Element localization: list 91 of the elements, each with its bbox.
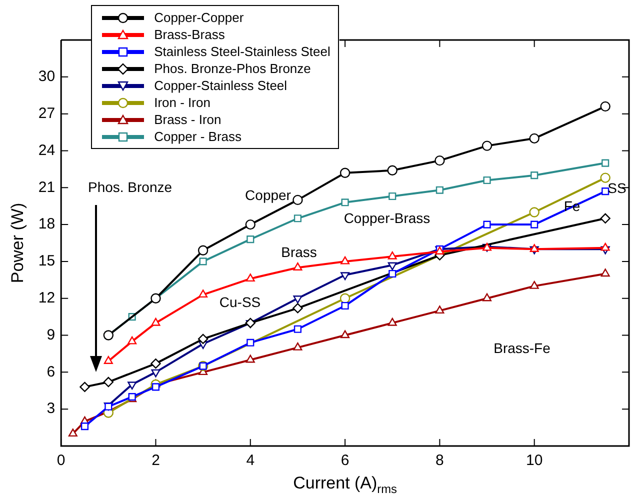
point bbox=[387, 165, 398, 176]
point bbox=[600, 213, 610, 224]
y-tick-label: 27 bbox=[38, 104, 56, 122]
point bbox=[529, 207, 540, 218]
y-tick-label: 15 bbox=[38, 252, 56, 270]
point bbox=[341, 198, 349, 206]
point bbox=[434, 155, 445, 166]
point bbox=[436, 186, 444, 194]
point bbox=[151, 369, 160, 378]
point bbox=[80, 422, 89, 430]
point bbox=[388, 318, 397, 326]
y-tick-label: 21 bbox=[38, 178, 56, 196]
x-tick-label: 0 bbox=[56, 452, 66, 470]
point bbox=[340, 330, 350, 338]
x-tick-label: 6 bbox=[340, 452, 350, 470]
point bbox=[341, 302, 349, 310]
point bbox=[530, 280, 539, 289]
legend-label: Phos. Bronze-Phos Bronze bbox=[154, 60, 311, 77]
point bbox=[198, 334, 208, 344]
point bbox=[246, 338, 254, 346]
point bbox=[150, 358, 161, 369]
point bbox=[435, 306, 444, 314]
point bbox=[294, 325, 302, 333]
point bbox=[482, 140, 492, 151]
point bbox=[80, 382, 90, 392]
y-tick-label: 30 bbox=[38, 68, 56, 86]
x-tick-label: 4 bbox=[246, 452, 255, 470]
y-tick-label: 24 bbox=[38, 142, 56, 159]
point bbox=[199, 258, 207, 266]
point bbox=[388, 251, 397, 260]
point bbox=[68, 428, 78, 437]
point bbox=[600, 268, 610, 277]
annotation: SS bbox=[608, 180, 626, 196]
x-tick-label: 10 bbox=[526, 452, 543, 470]
point bbox=[292, 194, 303, 206]
point bbox=[294, 214, 302, 222]
annotation: Phos. Bronze bbox=[88, 178, 172, 195]
point bbox=[530, 220, 538, 228]
point bbox=[246, 354, 255, 363]
point bbox=[198, 245, 208, 256]
point bbox=[529, 133, 540, 144]
legend-label: Stainless Steel-Stainless Steel bbox=[154, 43, 330, 60]
point bbox=[152, 383, 160, 391]
point bbox=[600, 101, 610, 112]
annotation: Cu-SS bbox=[219, 294, 261, 310]
point bbox=[293, 342, 302, 350]
point bbox=[388, 192, 396, 200]
x-tick-label: 2 bbox=[152, 452, 160, 470]
point bbox=[104, 356, 113, 364]
point bbox=[388, 262, 397, 270]
point bbox=[128, 336, 137, 344]
legend-label: Iron - Iron bbox=[154, 94, 210, 111]
y-tick-label: 6 bbox=[46, 363, 56, 380]
point bbox=[198, 290, 208, 298]
y-tick-label: 12 bbox=[38, 290, 56, 307]
point bbox=[483, 220, 491, 228]
point bbox=[293, 296, 302, 304]
point bbox=[483, 176, 491, 184]
y-tick-label: 9 bbox=[46, 326, 56, 344]
annotation: Copper bbox=[245, 186, 292, 203]
point bbox=[340, 256, 350, 264]
point bbox=[151, 318, 160, 326]
point bbox=[530, 244, 539, 252]
point bbox=[293, 262, 302, 270]
point bbox=[600, 172, 610, 183]
point bbox=[340, 168, 350, 178]
point bbox=[245, 318, 256, 328]
point bbox=[245, 219, 256, 230]
y-axis-title: Power (W) bbox=[8, 202, 27, 284]
point bbox=[388, 270, 396, 278]
annotation: Brass bbox=[281, 244, 317, 260]
point bbox=[600, 242, 610, 251]
x-tick-label: 8 bbox=[436, 452, 444, 470]
point bbox=[246, 236, 254, 244]
point bbox=[340, 272, 350, 280]
point bbox=[530, 172, 538, 180]
point bbox=[602, 159, 610, 167]
y-tick-label: 3 bbox=[46, 400, 56, 418]
point bbox=[103, 376, 114, 388]
annotation: Brass-Fe bbox=[494, 340, 551, 356]
point bbox=[340, 293, 350, 304]
legend-label: Copper-Copper bbox=[154, 9, 244, 26]
legend-label: Copper - Brass bbox=[154, 128, 242, 145]
point bbox=[246, 274, 255, 282]
legend-label: Brass - Iron bbox=[154, 111, 222, 128]
legend-label: Brass-Brass bbox=[154, 26, 225, 43]
annotation: Copper-Brass bbox=[344, 210, 430, 226]
point bbox=[292, 303, 303, 314]
y-tick-label: 18 bbox=[38, 216, 56, 233]
legend-label: Copper-Stainless Steel bbox=[154, 77, 288, 94]
point bbox=[482, 293, 492, 302]
